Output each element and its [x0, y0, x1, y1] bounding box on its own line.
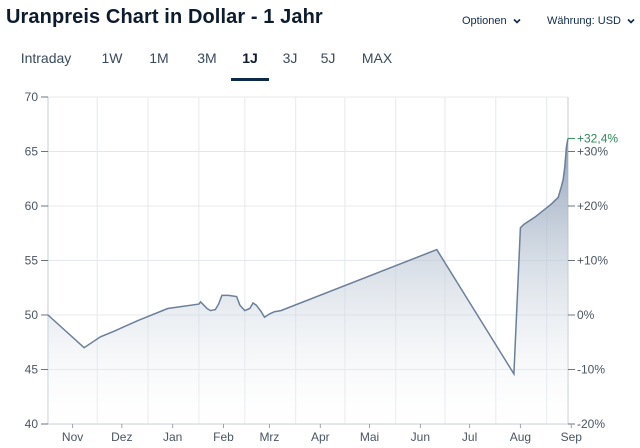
x-tick-label: Mai: [360, 430, 379, 444]
x-tick-label: Jul: [462, 430, 477, 444]
options-label: Optionen: [462, 15, 507, 27]
y-tick-label: 70: [25, 90, 39, 104]
y2-tick-label: -20%: [577, 417, 605, 431]
x-tick-label: Dez: [111, 430, 132, 444]
x-tick-label: Feb: [213, 430, 234, 444]
timeframe-tabs: Intraday 1W 1M 3M 1J 3J 5J MAX: [0, 40, 640, 82]
chevron-down-icon: [627, 18, 635, 24]
uranium-price-chart: 40 45 50 55 60 65 70 -20% -10% 0% +10% +20% +30%+32,…: [25, 90, 619, 444]
y2-tick-label: -10%: [577, 363, 605, 377]
y-tick-label: 65: [25, 145, 39, 159]
price-line: [47, 138, 569, 377]
x-tick-label: Apr: [311, 430, 330, 444]
tab-max[interactable]: MAX: [361, 50, 393, 66]
tab-1w[interactable]: 1W: [101, 50, 123, 66]
page-title: Uranpreis Chart in Dollar - 1 Jahr: [6, 6, 323, 28]
chevron-down-icon: [513, 18, 521, 24]
x-tick-label: Sep: [561, 430, 583, 444]
tab-3m[interactable]: 3M: [197, 50, 217, 66]
tab-3j[interactable]: 3J: [282, 50, 298, 66]
tab-1m[interactable]: 1M: [149, 50, 169, 66]
y-tick-label: 40: [25, 417, 39, 431]
y2-tick-label: +20%: [577, 199, 608, 213]
price-area: [48, 138, 568, 424]
y2-tick-label: +10%: [577, 254, 608, 268]
x-tick-label: Jun: [411, 430, 430, 444]
x-tick-label: Mrz: [259, 430, 279, 444]
currency-dropdown[interactable]: Währung: USD: [547, 15, 636, 27]
y2-tick-label: 0%: [577, 308, 595, 322]
x-tick-label: Jan: [163, 430, 182, 444]
y-tick-label: 55: [25, 254, 39, 268]
y-tick-label: 45: [25, 363, 39, 377]
x-tick-label: Nov: [62, 430, 83, 444]
x-tick-label: Aug: [510, 430, 531, 444]
tab-intraday[interactable]: Intraday: [20, 50, 72, 66]
y-tick-label: 50: [25, 308, 39, 322]
y2-tick-label: +30%: [577, 145, 608, 159]
options-dropdown[interactable]: Optionen: [462, 15, 522, 27]
last-change-label: +32,4%: [577, 131, 618, 145]
tab-5j[interactable]: 5J: [320, 50, 336, 66]
tab-1j[interactable]: 1J: [231, 40, 269, 81]
y-tick-label: 60: [25, 199, 39, 213]
currency-label: Währung: USD: [547, 15, 621, 27]
